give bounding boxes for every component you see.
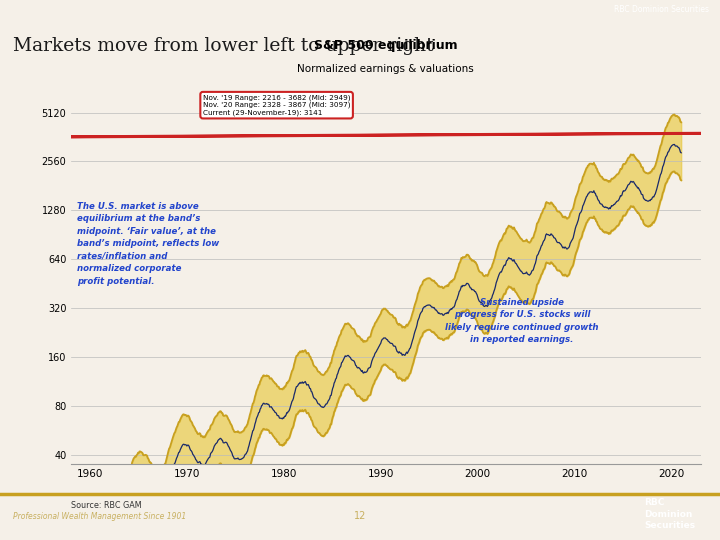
Text: RBC Dominion Securities: RBC Dominion Securities bbox=[614, 5, 709, 15]
Text: RBC
Dominion
Securities: RBC Dominion Securities bbox=[644, 498, 696, 530]
Text: Source: RBC GAM: Source: RBC GAM bbox=[71, 501, 141, 510]
Text: The U.S. market is above
equilibrium at the band’s
midpoint. ‘Fair value’, at th: The U.S. market is above equilibrium at … bbox=[77, 202, 219, 286]
Text: Nov. '19 Range: 2216 - 3682 (Mid: 2949)
Nov. '20 Range: 2328 - 3867 (Mid: 3097)
: Nov. '19 Range: 2216 - 3682 (Mid: 2949) … bbox=[203, 94, 351, 116]
Text: Sustained upside
progress for U.S. stocks will
likely require continued growth
i: Sustained upside progress for U.S. stock… bbox=[446, 298, 599, 344]
Text: Markets move from lower left to upper right: Markets move from lower left to upper ri… bbox=[13, 37, 433, 55]
Text: S&P 500 equilibrium: S&P 500 equilibrium bbox=[314, 39, 457, 52]
Text: Professional Wealth Management Since 1901: Professional Wealth Management Since 190… bbox=[13, 512, 186, 521]
Text: 12: 12 bbox=[354, 511, 366, 521]
Text: Normalized earnings & valuations: Normalized earnings & valuations bbox=[297, 64, 474, 74]
